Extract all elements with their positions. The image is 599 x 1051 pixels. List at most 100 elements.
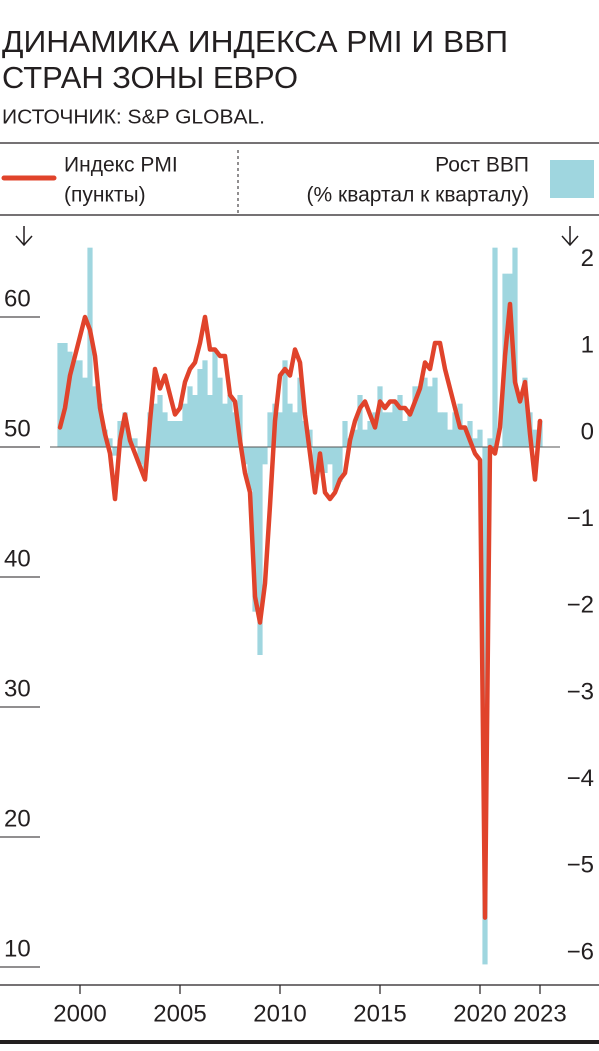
bar xyxy=(137,447,143,465)
bar xyxy=(97,403,103,447)
y2-tick-label: 0 xyxy=(581,418,594,445)
chart-subtitle: ИСТОЧНИК: S&P GLOBAL. xyxy=(2,106,265,128)
bar xyxy=(352,429,358,447)
bar xyxy=(82,377,88,447)
bar xyxy=(332,447,338,491)
bar xyxy=(437,412,443,447)
bar xyxy=(262,447,268,465)
axis-arrow xyxy=(561,226,579,247)
bar xyxy=(337,447,343,482)
bar xyxy=(192,395,198,447)
bar xyxy=(232,412,238,447)
bar xyxy=(152,403,158,447)
bar xyxy=(77,360,83,447)
bar xyxy=(92,386,98,447)
bar xyxy=(452,412,458,447)
bar xyxy=(247,447,253,491)
bar xyxy=(217,377,223,447)
bottom-rule xyxy=(0,1040,599,1044)
chart-title: СТРАН ЗОНЫ ЕВРО xyxy=(2,60,298,95)
bar xyxy=(342,421,348,447)
bar xyxy=(187,386,193,447)
bar xyxy=(87,247,93,447)
bar xyxy=(507,273,513,447)
x-tick-label: 2010 xyxy=(253,1000,306,1027)
bar xyxy=(402,421,408,447)
x-tick-label: 2023 xyxy=(513,1000,566,1027)
bar xyxy=(202,360,208,447)
bar xyxy=(517,395,523,447)
line xyxy=(57,301,543,920)
bar xyxy=(377,386,383,447)
bar xyxy=(132,438,138,447)
y2-tick-label: 2 xyxy=(581,245,594,272)
bar xyxy=(72,360,78,447)
y-tick-label: 10 xyxy=(4,935,31,962)
bar xyxy=(277,412,283,447)
x-tick-label: 2015 xyxy=(353,1000,406,1027)
bar xyxy=(57,343,63,447)
bar xyxy=(257,447,263,655)
bar xyxy=(287,403,293,447)
legend-label: (пункты) xyxy=(64,184,146,207)
bar xyxy=(427,386,433,447)
bar xyxy=(407,412,413,447)
bar xyxy=(177,421,183,447)
y2-tick-label: −5 xyxy=(567,852,594,879)
bar xyxy=(487,438,493,447)
bar xyxy=(422,377,428,447)
y2-tick-label: −1 xyxy=(567,505,594,532)
bar xyxy=(267,412,273,447)
bar xyxy=(432,377,438,447)
bar xyxy=(442,412,448,447)
y2-tick-label: −4 xyxy=(567,765,594,792)
axis-arrow xyxy=(15,226,33,247)
legend-swatch xyxy=(550,160,594,198)
bar xyxy=(387,412,393,447)
bar xyxy=(492,247,498,447)
y-tick-label: 60 xyxy=(4,285,31,312)
bar xyxy=(482,447,488,965)
x-tick-label: 2005 xyxy=(153,1000,206,1027)
bar xyxy=(67,351,73,447)
bar xyxy=(172,421,178,447)
y2-tick-label: −2 xyxy=(567,592,594,619)
bar xyxy=(362,429,368,447)
x-tick-label: 2020 xyxy=(453,1000,506,1027)
bar xyxy=(282,360,288,447)
bar xyxy=(182,403,188,447)
bar xyxy=(112,447,118,456)
bar xyxy=(302,421,308,447)
x-tick-label: 2000 xyxy=(53,1000,106,1027)
bar xyxy=(212,351,218,447)
bar xyxy=(157,395,163,447)
y-tick-label: 30 xyxy=(4,675,31,702)
bar xyxy=(357,395,363,447)
y-tick-label: 20 xyxy=(4,805,31,832)
y2-tick-label: 1 xyxy=(581,332,594,359)
bar xyxy=(312,447,318,473)
bar xyxy=(447,429,453,447)
bar xyxy=(417,386,423,447)
bar xyxy=(107,438,113,447)
bar xyxy=(122,412,128,447)
bar xyxy=(227,395,233,447)
bar xyxy=(237,395,243,447)
bar xyxy=(367,421,373,447)
bar xyxy=(292,412,298,447)
bar xyxy=(252,447,258,612)
bar xyxy=(197,369,203,447)
bar xyxy=(392,403,398,447)
bar xyxy=(222,403,228,447)
legend-label: Рост ВВП xyxy=(435,154,529,177)
y-tick-label: 40 xyxy=(4,545,31,572)
bar xyxy=(472,438,478,447)
bar xyxy=(327,447,333,465)
bar xyxy=(532,429,538,447)
bar xyxy=(167,421,173,447)
chart-title: ДИНАМИКА ИНДЕКСА PMI И ВВП xyxy=(2,24,508,59)
bar xyxy=(162,412,168,447)
bar xyxy=(477,429,483,447)
bar xyxy=(522,377,528,447)
